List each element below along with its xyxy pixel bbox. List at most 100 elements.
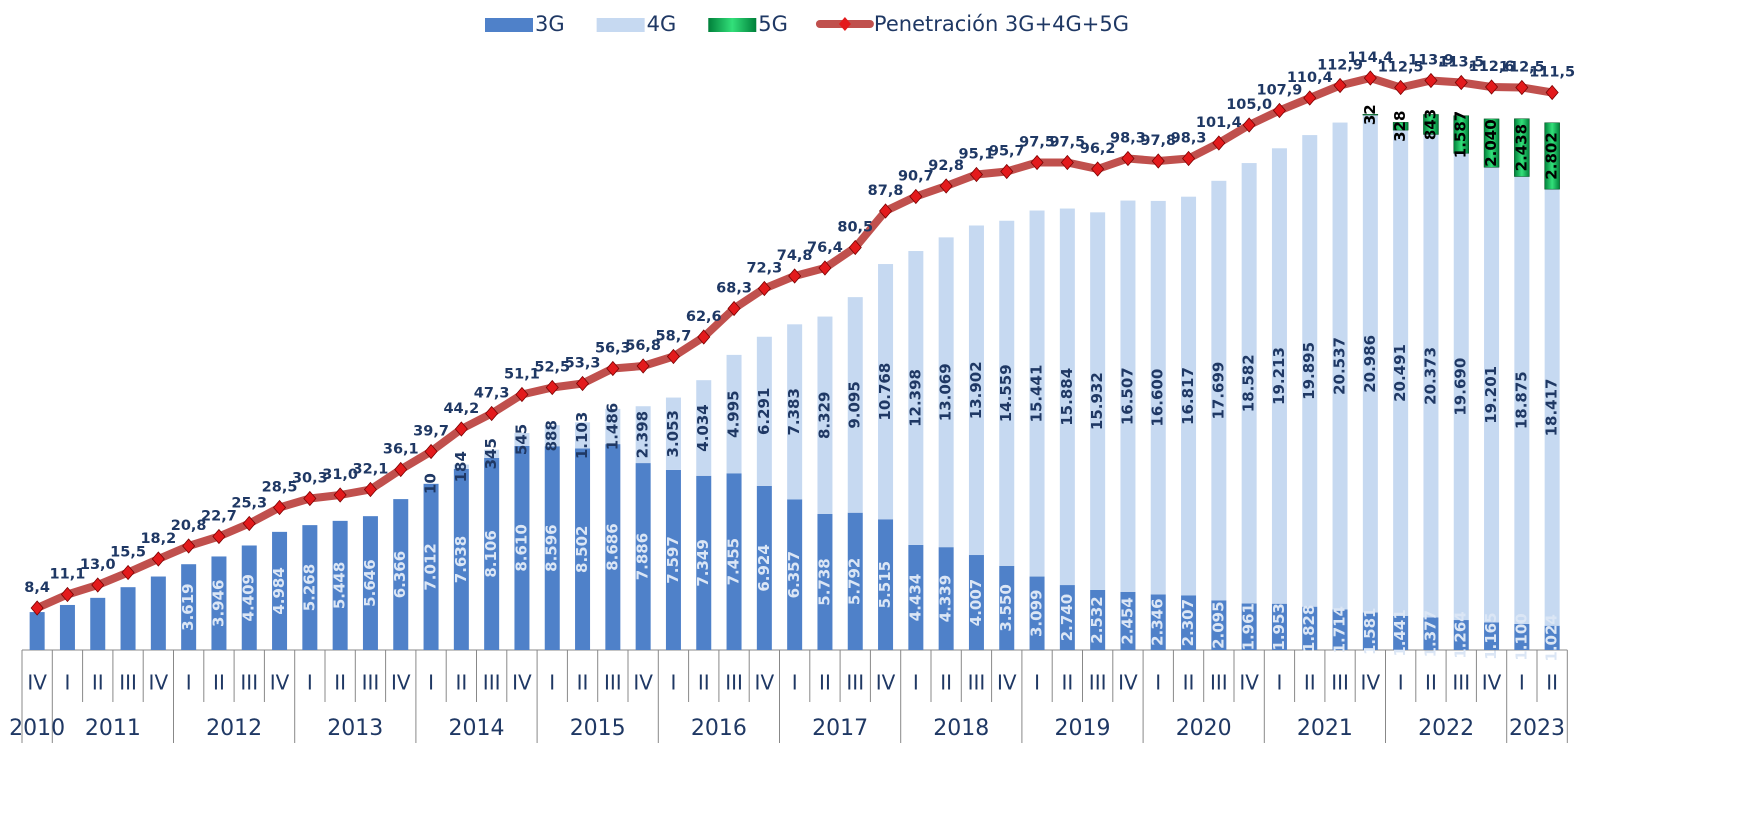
bar-value-label: 6.357 (785, 551, 803, 598)
x-tick-label: IV (633, 671, 653, 695)
line-marker (1152, 154, 1164, 168)
bar-value-label: 7.383 (785, 388, 803, 435)
bar-value-label: 345 (482, 438, 500, 469)
x-tick-label: IV (1118, 671, 1138, 695)
line-marker (334, 488, 346, 502)
x-tick-label: III (119, 671, 137, 695)
x-tick-label: IV (1239, 671, 1259, 695)
bar-value-label: 20.537 (1331, 337, 1349, 395)
bar-value-label: 1.828 (1300, 605, 1318, 652)
x-tick-label: IV (755, 671, 775, 695)
x-tick-label: III (483, 671, 501, 695)
bar-value-label: 5.448 (331, 562, 349, 609)
year-label: 2013 (327, 716, 383, 741)
year-label: 2011 (85, 716, 141, 741)
x-tick-label: IV (876, 671, 896, 695)
legend-label: Penetración 3G+4G+5G (874, 12, 1129, 36)
bar-value-label: 545 (512, 424, 530, 455)
x-tick-label: III (362, 671, 380, 695)
bar-value-label: 888 (543, 420, 561, 451)
year-label: 2014 (449, 716, 505, 741)
line-value-label: 98,3 (1171, 131, 1207, 147)
line-marker (1516, 81, 1528, 95)
x-tick-label: IV (270, 671, 290, 695)
x-tick-label: II (1183, 671, 1195, 695)
x-tick-label: I (186, 671, 192, 695)
bar-value-label: 1.961 (1240, 603, 1258, 650)
bar-segment (30, 612, 45, 650)
legend-swatch (839, 17, 851, 31)
bar-value-label: 7.012 (422, 543, 440, 590)
line-value-label: 58,7 (656, 329, 692, 345)
bar-value-label: 7.638 (452, 536, 470, 583)
x-tick-label: I (307, 671, 313, 695)
x-tick-label: IV (1482, 671, 1502, 695)
bar-value-label: 5.792 (846, 558, 864, 605)
x-tick-label: III (725, 671, 743, 695)
bar-value-label: 2.532 (1088, 596, 1106, 643)
legend-label: 5G (758, 12, 788, 36)
bar-value-label: 19.213 (1270, 347, 1288, 405)
bar-value-label: 5.646 (361, 559, 379, 606)
x-tick-label: II (455, 671, 467, 695)
x-tick-label: IV (27, 671, 47, 695)
bar-value-label: 1.100 (1512, 613, 1530, 660)
x-tick-label: II (92, 671, 104, 695)
x-tick-label: II (577, 671, 589, 695)
x-tick-label: II (213, 671, 225, 695)
bar-value-label: 16.817 (1179, 367, 1197, 425)
bar-value-label: 4.434 (906, 574, 924, 621)
bar-value-label: 5.268 (300, 564, 318, 611)
bar-value-label: 1.377 (1421, 610, 1439, 657)
bar-value-label: 1.714 (1331, 606, 1349, 653)
bar-segment (90, 598, 105, 650)
bar-value-label: 4.984 (270, 567, 288, 614)
year-label: 2022 (1418, 716, 1474, 741)
bar-value-label: 16.600 (1149, 369, 1167, 427)
x-tick-label: II (819, 671, 831, 695)
bar-value-label: 1.953 (1270, 603, 1288, 650)
bar-value-label: 6.366 (391, 551, 409, 598)
bar-value-label: 20.986 (1361, 335, 1379, 393)
line-value-label: 62,6 (686, 309, 722, 325)
line-value-label: 111,5 (1529, 65, 1575, 81)
x-tick-label: III (968, 671, 986, 695)
x-tick-label: IV (391, 671, 411, 695)
bar-value-label: 19.895 (1300, 342, 1318, 400)
bar-value-label: 15.932 (1088, 372, 1106, 430)
bar-value-label: 3.053 (664, 410, 682, 457)
bar-value-label: 18.417 (1543, 379, 1561, 437)
bar-value-label: 16.507 (1118, 367, 1136, 425)
bar-value-label: 8.329 (815, 392, 833, 439)
x-tick-label: II (1061, 671, 1073, 695)
line-value-label: 68,3 (716, 281, 752, 297)
legend-swatch (485, 18, 533, 32)
x-tick-label: III (1452, 671, 1470, 695)
bar-value-label: 1.441 (1391, 609, 1409, 656)
legend-label: 3G (535, 12, 565, 36)
bar-value-label: 20.491 (1391, 344, 1409, 402)
x-tick-label: IV (149, 671, 169, 695)
line-value-label: 44,2 (443, 401, 479, 417)
bar-value-label: 2.454 (1118, 597, 1136, 644)
x-tick-label: IV (1361, 671, 1381, 695)
line-value-label: 80,5 (837, 220, 873, 236)
x-tick-label: II (1425, 671, 1437, 695)
year-label: 2012 (206, 716, 262, 741)
bar-value-label: 843 (1421, 109, 1439, 140)
bar-value-label: 7.349 (694, 539, 712, 586)
bar-value-label: 5.738 (815, 558, 833, 605)
line-marker (1546, 86, 1558, 100)
bar-value-label: 328 (1391, 111, 1409, 142)
x-tick-label: I (1519, 671, 1525, 695)
bar-value-label: 2.095 (1209, 601, 1227, 648)
bar-value-label: 15.441 (1028, 365, 1046, 423)
year-label: 2016 (691, 716, 747, 741)
x-tick-label: I (549, 671, 555, 695)
bar-value-label: 10 (422, 473, 440, 494)
bar-value-label: 4.007 (967, 579, 985, 626)
bar-value-label: 18.875 (1512, 371, 1530, 429)
bar-value-label: 3.550 (997, 584, 1015, 631)
x-tick-label: I (1398, 671, 1404, 695)
